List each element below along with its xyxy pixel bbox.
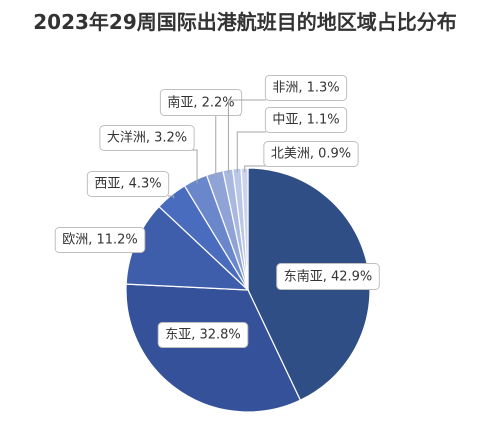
data-label-5: 大洋洲, 3.2% <box>99 125 195 151</box>
leader-line-4 <box>168 195 175 199</box>
chart-title: 2023年29周国际出港航班目的地区域占比分布 <box>33 10 457 34</box>
leader-line-7 <box>227 99 266 174</box>
pie-slice-2 <box>125 283 302 413</box>
data-label-2: 东亚, 32.8% <box>157 322 249 348</box>
data-label-1: 东南亚, 42.9% <box>276 263 380 290</box>
data-label-text-6: 南亚, 2.2% <box>167 95 234 111</box>
data-label-box-3 <box>54 227 146 253</box>
leader-line-8 <box>236 131 266 173</box>
data-label-box-4 <box>86 171 170 197</box>
data-label-text-2: 东亚, 32.8% <box>165 328 241 343</box>
data-label-text-3: 欧洲, 11.2% <box>62 233 138 248</box>
data-label-box-7 <box>264 75 348 101</box>
data-label-box-2 <box>157 322 249 348</box>
data-label-box-5 <box>99 125 195 151</box>
leader-line-9 <box>244 165 271 173</box>
data-label-text-8: 中亚, 1.1% <box>272 113 339 128</box>
data-label-box-8 <box>264 107 348 133</box>
data-label-6: 南亚, 2.2% <box>159 89 243 116</box>
data-label-4: 西亚, 4.3% <box>86 171 170 197</box>
data-label-box-1 <box>276 263 380 290</box>
data-label-3: 欧洲, 11.2% <box>54 227 146 253</box>
leader-line-5 <box>187 149 198 184</box>
data-label-text-1: 东南亚, 42.9% <box>284 269 373 285</box>
data-label-box-6 <box>159 89 243 116</box>
data-label-8: 中亚, 1.1% <box>264 107 348 133</box>
data-label-7: 非洲, 1.3% <box>264 75 348 101</box>
data-label-text-9: 北美洲, 0.9% <box>271 147 351 162</box>
data-label-box-9 <box>263 141 359 167</box>
data-label-9: 北美洲, 0.9% <box>263 141 359 167</box>
data-label-text-7: 非洲, 1.3% <box>272 81 339 96</box>
data-label-text-4: 西亚, 4.3% <box>94 177 161 192</box>
data-label-text-5: 大洋洲, 3.2% <box>107 131 187 146</box>
